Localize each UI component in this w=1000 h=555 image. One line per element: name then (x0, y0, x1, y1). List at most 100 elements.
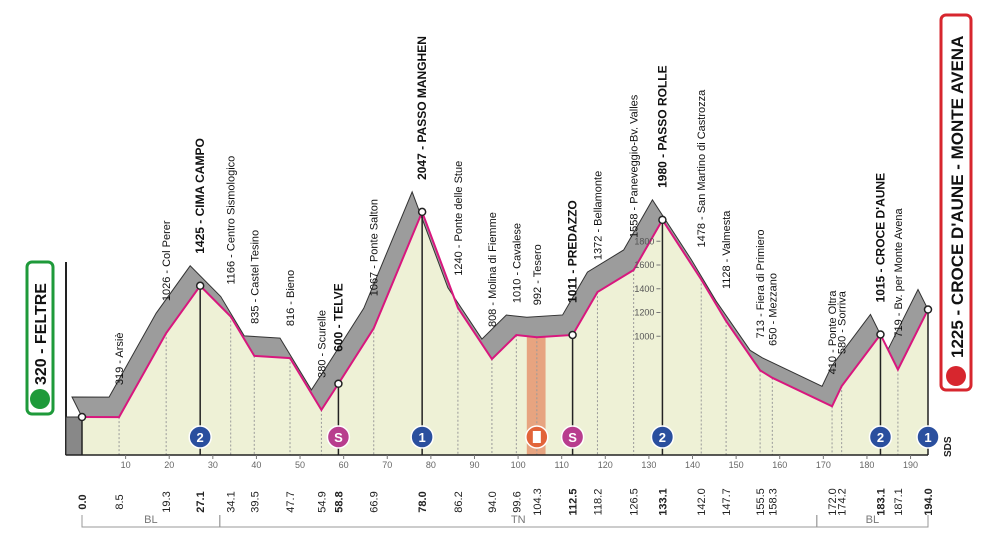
x-tick-label: 140 (685, 460, 700, 470)
region-label: BL (866, 514, 879, 526)
waypoint-label: 600 - TELVE (331, 283, 345, 351)
badge-text: 1 (419, 430, 426, 445)
x-tick-label: 110 (555, 460, 569, 470)
waypoint-label: 808 - Molina di Fiemme (487, 212, 499, 327)
badge-text: S (568, 430, 577, 445)
km-label: 0.0 (77, 494, 89, 509)
x-tick-label: 90 (469, 460, 479, 470)
profile-area (82, 211, 928, 455)
km-label: 147.7 (721, 488, 733, 516)
x-tick-label: 60 (339, 460, 349, 470)
waypoint-label: 1011 - PREDAZZO (566, 200, 580, 303)
waypoint-point (658, 215, 667, 225)
km-label: 47.7 (285, 491, 297, 512)
waypoint-label: 1166 - Centro Sismologico (226, 156, 238, 285)
waypoint-label: 719 - Bv. per Monte Avena (893, 208, 905, 338)
waypoint-point (77, 412, 87, 422)
waypoint-label: 713 - Fiera di Primiero (755, 230, 767, 339)
badge (188, 425, 212, 449)
km-label: 78.0 (417, 491, 429, 512)
km-label: 58.8 (333, 491, 345, 512)
km-label: 112.5 (568, 489, 580, 516)
km-label: 174.2 (837, 488, 849, 516)
badge (650, 425, 675, 449)
km-label: 27.1 (195, 491, 207, 512)
km-label: 187.1 (893, 488, 905, 516)
finish-note: SDS (943, 436, 954, 457)
badge-text: S (334, 430, 343, 445)
x-tick-label: 20 (164, 460, 174, 470)
km-label: 99.6 (511, 491, 523, 512)
x-tick-label: 120 (598, 460, 613, 470)
km-label: 54.9 (316, 491, 328, 512)
start-label: 320 - FELTRE (33, 283, 50, 385)
waypoint-label: 816 - Bieno (285, 270, 297, 326)
km-label: 39.5 (249, 491, 261, 512)
km-label: 66.9 (369, 491, 381, 512)
x-tick-label: 160 (772, 460, 787, 470)
badge (326, 425, 351, 449)
y-tick-label: 1000 (634, 331, 654, 341)
region-bracket (816, 515, 929, 528)
km-label: 133.1 (657, 488, 669, 516)
y-tick-label: 1200 (634, 308, 654, 318)
km-label: 19.3 (161, 491, 173, 512)
badge-text: 2 (877, 430, 884, 445)
x-tick-label: 150 (729, 460, 744, 470)
finish-box: 1225 - CROCE D'AUNE - MONTE AVENA SDS (939, 13, 973, 457)
start-icon (30, 389, 50, 409)
waypoint-label: 1015 - CROCE D'AUNE (873, 173, 887, 303)
km-label: 118.2 (592, 489, 604, 516)
badge (410, 425, 434, 449)
badge (916, 425, 940, 449)
waypoint-label: 2047 - PASSO MANGHEN (415, 36, 429, 180)
x-tick-label: 190 (903, 460, 918, 470)
waypoint-point (568, 330, 577, 340)
waypoint-label: 1067 - Ponte Salton (369, 199, 381, 296)
badge-text: 2 (659, 430, 666, 445)
badge-text: 1 (924, 430, 931, 445)
km-label: 86.2 (453, 491, 465, 512)
x-tick-label: 100 (511, 460, 526, 470)
km-label: 158.3 (767, 488, 779, 516)
waypoint-point (334, 379, 343, 388)
waypoint-label: 1026 - Col Perer (161, 220, 173, 301)
km-label: 94.0 (487, 491, 499, 512)
km-label: 126.5 (629, 488, 641, 516)
x-tick-label: 170 (816, 460, 831, 470)
waypoint-point (417, 207, 427, 217)
waypoint-label: 1010 - Cavalese (511, 223, 523, 303)
region-label: BL (144, 514, 157, 526)
finish-label: 1225 - CROCE D'AUNE - MONTE AVENA (948, 36, 967, 358)
badge-icon (532, 431, 541, 443)
y-tick-label: 1800 (634, 236, 654, 246)
region-label: TN (511, 514, 526, 526)
badge (560, 425, 585, 449)
badge-text: 2 (197, 430, 204, 445)
x-tick-label: 30 (208, 460, 218, 470)
km-label: 8.5 (114, 494, 126, 509)
waypoint-label: 1240 - Ponte delle Stue (453, 161, 465, 276)
profile-side (65, 416, 83, 456)
x-tick-label: 130 (641, 460, 656, 470)
waypoint-label: 319 - Arsiè (114, 333, 126, 386)
start-frame (25, 260, 55, 416)
km-label: 194.0 (923, 488, 935, 516)
finish-frame (939, 13, 973, 392)
y-tick-label: 1400 (634, 284, 654, 294)
waypoint-label: 380 - Scurelle (316, 310, 328, 378)
waypoint-label: 410 - Ponte Oltra (827, 290, 839, 375)
waypoint-label: 835 - Castel Tesino (249, 230, 261, 324)
waypoint-point (195, 281, 205, 291)
waypoint-point (876, 330, 885, 339)
waypoint-label: 1558 - Paneveggio-Bv. Valles (629, 94, 641, 238)
waypoint-label: 650 - Mezzano (767, 273, 779, 346)
waypoint-point (923, 305, 933, 314)
x-tick-label: 10 (121, 460, 131, 470)
start-box: 320 - FELTRE (25, 260, 67, 455)
km-label: 172.0 (827, 488, 839, 516)
finish-icon (946, 366, 966, 386)
waypoint-label: 1372 - Bellamonte (592, 171, 604, 260)
x-tick-label: 80 (426, 460, 436, 470)
